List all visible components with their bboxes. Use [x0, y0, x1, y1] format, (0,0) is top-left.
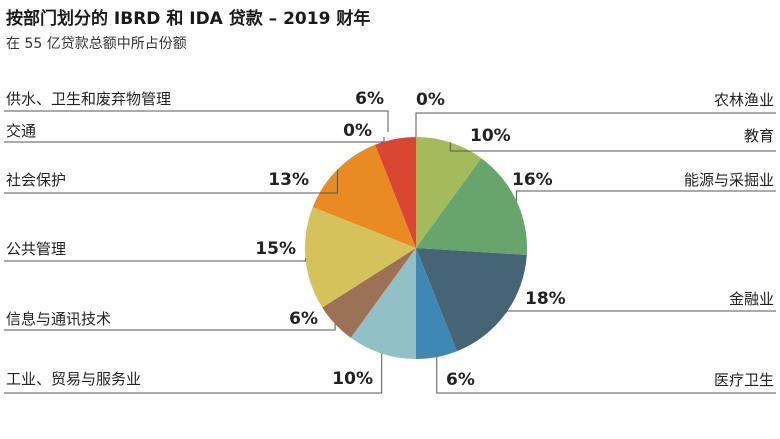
- leader-line-7: [4, 258, 306, 262]
- leader-line-4: [436, 357, 776, 394]
- slice-7: [304, 207, 416, 308]
- slice-6: [322, 248, 416, 338]
- slice-name-label-4: 医疗卫生: [714, 371, 774, 389]
- slice-pct-label-5: 10%: [332, 369, 373, 389]
- slice-3: [416, 248, 527, 352]
- slice-name-label-1: 教育: [744, 127, 774, 145]
- slice-pct-label-1: 10%: [470, 126, 511, 146]
- slice-pct-label-10: 6%: [355, 89, 384, 109]
- slice-name-label-6: 信息与通讯技术: [6, 310, 111, 328]
- leader-line-10: [4, 110, 389, 132]
- leader-line-9: [4, 137, 385, 143]
- chart-subtitle: 在 55 亿贷款总额中所占份额: [6, 36, 187, 52]
- leader-line-1: [449, 142, 776, 152]
- leader-line-5: [4, 353, 383, 394]
- slice-2: [416, 158, 527, 255]
- leader-line-2: [515, 190, 776, 201]
- slice-name-label-7: 公共管理: [6, 240, 66, 258]
- slice-5: [350, 248, 416, 359]
- leader-lines: [4, 110, 776, 394]
- slice-pct-label-2: 16%: [512, 170, 553, 190]
- slice-4: [416, 248, 457, 359]
- slice-pct-label-4: 6%: [446, 370, 475, 390]
- slice-pct-label-9: 0%: [343, 121, 372, 141]
- slice-name-label-5: 工业、贸易与服务业: [6, 370, 141, 388]
- leader-line-0: [415, 112, 776, 137]
- chart-title: 按部门划分的 IBRD 和 IDA 贷款 – 2019 财年: [6, 9, 371, 29]
- leader-line-3: [505, 310, 776, 314]
- slice-name-label-3: 金融业: [729, 290, 774, 308]
- slice-name-label-8: 社会保护: [6, 171, 66, 189]
- leader-line-8: [4, 169, 338, 194]
- slice-labels: 农林渔业 0% 教育 10% 能源与采掘业 16% 金融业 18% 医疗卫生 6% 工业、贸易与服务…: [6, 89, 774, 390]
- slice-pct-label-8: 13%: [268, 170, 309, 190]
- slice-pct-label-6: 6%: [289, 309, 318, 329]
- slice-pct-label-7: 15%: [255, 239, 296, 259]
- slice-10: [375, 137, 416, 248]
- slice-name-label-0: 农林渔业: [714, 91, 774, 109]
- slice-pct-label-0: 0%: [416, 90, 445, 110]
- slice-1: [416, 137, 482, 248]
- slice-pct-label-3: 18%: [525, 289, 566, 309]
- leader-line-6: [4, 324, 336, 331]
- pie-slices: [304, 137, 527, 359]
- slice-name-label-10: 供水、卫生和废弃物管理: [6, 90, 171, 108]
- slice-name-label-2: 能源与采掘业: [684, 171, 774, 189]
- slice-name-label-9: 交通: [6, 122, 36, 140]
- slice-8: [312, 144, 416, 248]
